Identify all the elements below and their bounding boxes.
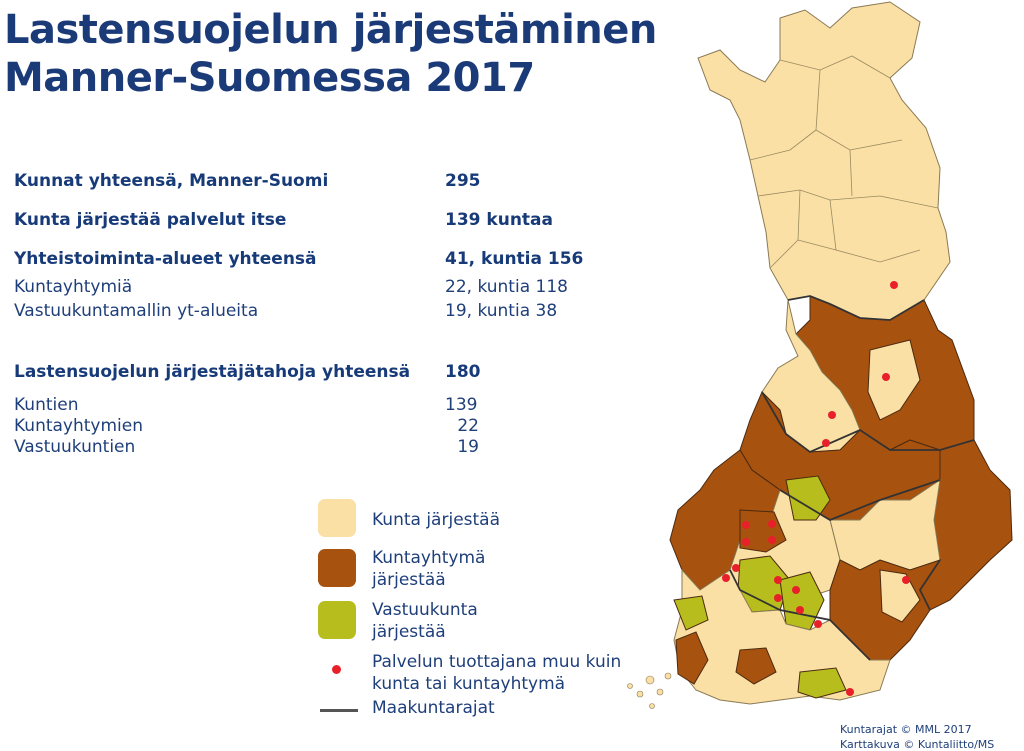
stat-value: 22, kuntia 118: [445, 277, 568, 297]
marker: [774, 594, 782, 602]
stat-value: 180: [445, 362, 481, 382]
marker: [774, 576, 782, 584]
legend-label: Maakuntarajat: [372, 698, 495, 718]
stat-label: Kuntien: [14, 395, 79, 415]
legend-swatch-kunta: [318, 499, 356, 537]
region-southcoast-green: [673, 595, 709, 631]
title-line-1: Lastensuojelun järjestäminen: [4, 7, 657, 53]
region-lapland: [697, 1, 951, 321]
service-provider-markers: [722, 281, 910, 696]
marker: [768, 536, 776, 544]
region-vastuukunta-central3: [779, 571, 825, 631]
stat-label: Lastensuojelun järjestäjätahoja yhteensä: [14, 362, 411, 382]
map-credits: Kuntarajat © MML 2017 Karttakuva © Kunta…: [840, 722, 994, 751]
archipelago: [627, 672, 672, 709]
stat-label: Kunta järjestää palvelut itse: [14, 210, 287, 230]
region-south-green: [797, 667, 847, 699]
legend-marker-icon: [332, 665, 341, 674]
legend-label-line2: kunta tai kuntayhtymä: [372, 674, 566, 694]
finland-map: [627, 1, 1013, 709]
stat-value: 139: [445, 395, 478, 415]
legend-label-line2: järjestää: [372, 622, 446, 642]
marker: [742, 538, 750, 546]
stat-value: 139 kuntaa: [445, 210, 553, 230]
stat-value: 22: [457, 416, 479, 436]
stat-value: 41, kuntia 156: [445, 249, 584, 269]
credit-line-1: Kuntarajat © MML 2017: [840, 723, 972, 736]
stat-label: Kunnat yhteensä, Manner-Suomi: [14, 171, 329, 191]
marker: [742, 521, 750, 529]
lapland-borders: [749, 55, 939, 269]
marker: [814, 620, 822, 628]
stat-label: Kuntayhtymien: [14, 416, 144, 436]
marker: [792, 586, 800, 594]
region-small-yellow-north: [867, 339, 921, 421]
credit-line-2: Karttakuva © Kuntaliitto/MS: [840, 738, 995, 751]
title-line-2: Manner-Suomessa 2017: [4, 55, 535, 101]
region-southeast-yellow: [879, 569, 921, 623]
legend-label: Kuntayhtymä: [372, 548, 486, 568]
stat-label: Vastuukuntien: [14, 437, 136, 457]
marker: [890, 281, 898, 289]
legend-label-line2: järjestää: [372, 570, 446, 590]
stat-value: 19, kuntia 38: [445, 301, 558, 321]
stat-value: 19: [457, 437, 479, 457]
marker: [846, 688, 854, 696]
legend-swatch-vastuukunta: [318, 601, 356, 639]
legend-swatch-kuntayhtyma: [318, 549, 356, 587]
stat-value: 295: [445, 171, 481, 191]
stat-label: Vastuukuntamallin yt-alueita: [14, 301, 259, 321]
marker: [828, 411, 836, 419]
marker: [902, 576, 910, 584]
legend-label: Kunta järjestää: [372, 510, 501, 530]
region-southwest-brown: [675, 631, 709, 685]
marker: [796, 606, 804, 614]
marker: [768, 520, 776, 528]
legend-label: Vastuukunta: [372, 600, 478, 620]
stat-label: Yhteistoiminta-alueet yhteensä: [14, 249, 317, 269]
legend-label: Palvelun tuottajana muu kuin: [372, 652, 622, 672]
region-vastuukunta-central: [785, 475, 831, 521]
marker: [732, 564, 740, 572]
page-title: Lastensuojelun järjestäminen Manner-Suom…: [4, 6, 764, 102]
stat-label: Kuntayhtymiä: [14, 277, 133, 297]
legend-line-icon: [320, 709, 358, 712]
marker: [822, 439, 830, 447]
marker: [722, 574, 730, 582]
maakunta-borders: [729, 295, 975, 661]
marker: [882, 373, 890, 381]
region-south-brown: [735, 647, 777, 685]
